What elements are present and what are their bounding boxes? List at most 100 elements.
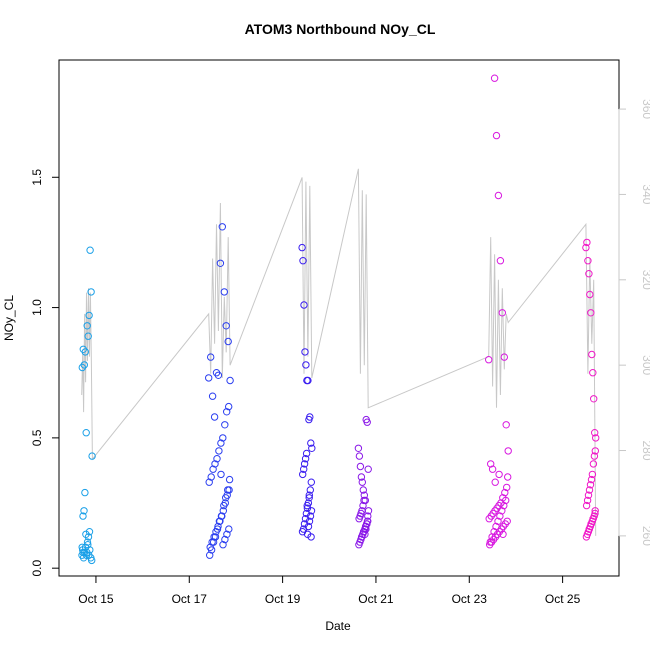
data-point: [306, 486, 314, 494]
data-point: [492, 522, 500, 531]
data-point: [588, 350, 596, 359]
data-point: [308, 444, 316, 452]
data-point: [586, 290, 594, 299]
data-point: [217, 470, 225, 479]
data-point: [223, 530, 231, 538]
data-point: [587, 309, 595, 317]
data-point: [496, 512, 504, 520]
data-point: [205, 374, 213, 382]
x-tick-label: Oct 15: [78, 592, 114, 606]
data-point: [210, 413, 219, 421]
data-point: [583, 496, 592, 505]
data-point: [219, 541, 227, 549]
points-layer: [78, 74, 600, 565]
data-point: [219, 507, 228, 515]
data-point: [300, 460, 309, 468]
data-point: [584, 257, 592, 265]
data-point: [364, 507, 373, 515]
data-point: [306, 413, 314, 421]
data-point: [220, 501, 228, 510]
data-point: [87, 288, 95, 296]
x-axis-label: Date: [325, 619, 351, 633]
data-point: [301, 455, 310, 463]
data-point: [299, 470, 307, 479]
data-point: [86, 546, 94, 554]
data-point: [306, 512, 315, 520]
data-point: [207, 353, 215, 361]
data-point: [83, 538, 92, 546]
data-point: [591, 507, 599, 515]
data-point: [585, 525, 593, 533]
right-y-tick-label: 300: [640, 355, 650, 375]
x-axis: Oct 15 Oct 17 Oct 19 Oct 21 Oct 23 Oct 25: [78, 575, 581, 606]
data-point: [208, 392, 217, 400]
y-tick-label: 1.0: [30, 299, 44, 316]
data-point: [362, 525, 370, 533]
data-point: [584, 491, 593, 499]
data-point: [216, 517, 224, 525]
plot-frame: [58, 59, 620, 577]
data-point: [490, 528, 498, 536]
data-point: [300, 301, 308, 309]
data-point: [307, 478, 315, 486]
x-tick-label: Oct 17: [172, 592, 208, 606]
data-point: [500, 353, 508, 361]
data-point: [304, 522, 313, 531]
data-point: [211, 460, 219, 468]
chart-title: ATOM3 Northbound NOy_CL: [245, 21, 436, 37]
data-point: [363, 517, 372, 525]
y-tick-label: 0.5: [30, 429, 44, 446]
data-point: [206, 551, 214, 559]
data-point: [591, 429, 599, 437]
data-point: [207, 473, 215, 481]
data-point: [503, 517, 511, 525]
data-point: [79, 512, 87, 520]
data-point: [79, 548, 87, 557]
series-6: [582, 238, 600, 541]
data-point: [81, 348, 90, 356]
data-point: [589, 515, 597, 523]
data-point: [218, 512, 226, 520]
y-axis-label: NOy_CL: [2, 295, 16, 341]
data-point: [498, 309, 506, 317]
data-point: [590, 395, 598, 403]
data-point: [81, 488, 89, 497]
data-point: [303, 501, 311, 510]
data-point: [490, 74, 499, 82]
right-y-tick-label: 360: [640, 99, 650, 119]
data-point: [217, 439, 225, 447]
data-point: [78, 543, 86, 551]
data-point: [219, 434, 227, 442]
data-point: [359, 486, 367, 494]
data-point: [491, 478, 499, 486]
right-y-tick-label: 260: [640, 526, 650, 546]
data-point: [492, 131, 501, 140]
data-point: [305, 494, 313, 502]
series-4: [354, 415, 373, 549]
data-point: [307, 439, 315, 447]
background-line: [81, 168, 597, 536]
data-point: [591, 509, 599, 518]
data-point: [80, 507, 88, 515]
data-point: [224, 486, 232, 494]
background-line-layer: [81, 168, 597, 536]
data-point: [225, 525, 233, 533]
data-point: [209, 465, 217, 473]
right-y-tick-label: 320: [640, 270, 650, 290]
data-point: [305, 491, 313, 499]
data-point: [302, 361, 310, 369]
series-5: [485, 74, 512, 549]
data-point: [361, 522, 370, 531]
data-point: [355, 452, 364, 460]
data-point: [360, 491, 368, 499]
data-point: [582, 501, 591, 510]
right-y-tick-label: 340: [640, 184, 650, 204]
data-point: [504, 473, 512, 481]
data-point: [210, 533, 218, 541]
data-point: [303, 504, 312, 512]
data-point: [585, 270, 593, 278]
right-y-tick-label: 280: [640, 441, 650, 461]
data-point: [80, 361, 89, 369]
data-point: [82, 530, 90, 538]
data-point: [498, 507, 506, 515]
